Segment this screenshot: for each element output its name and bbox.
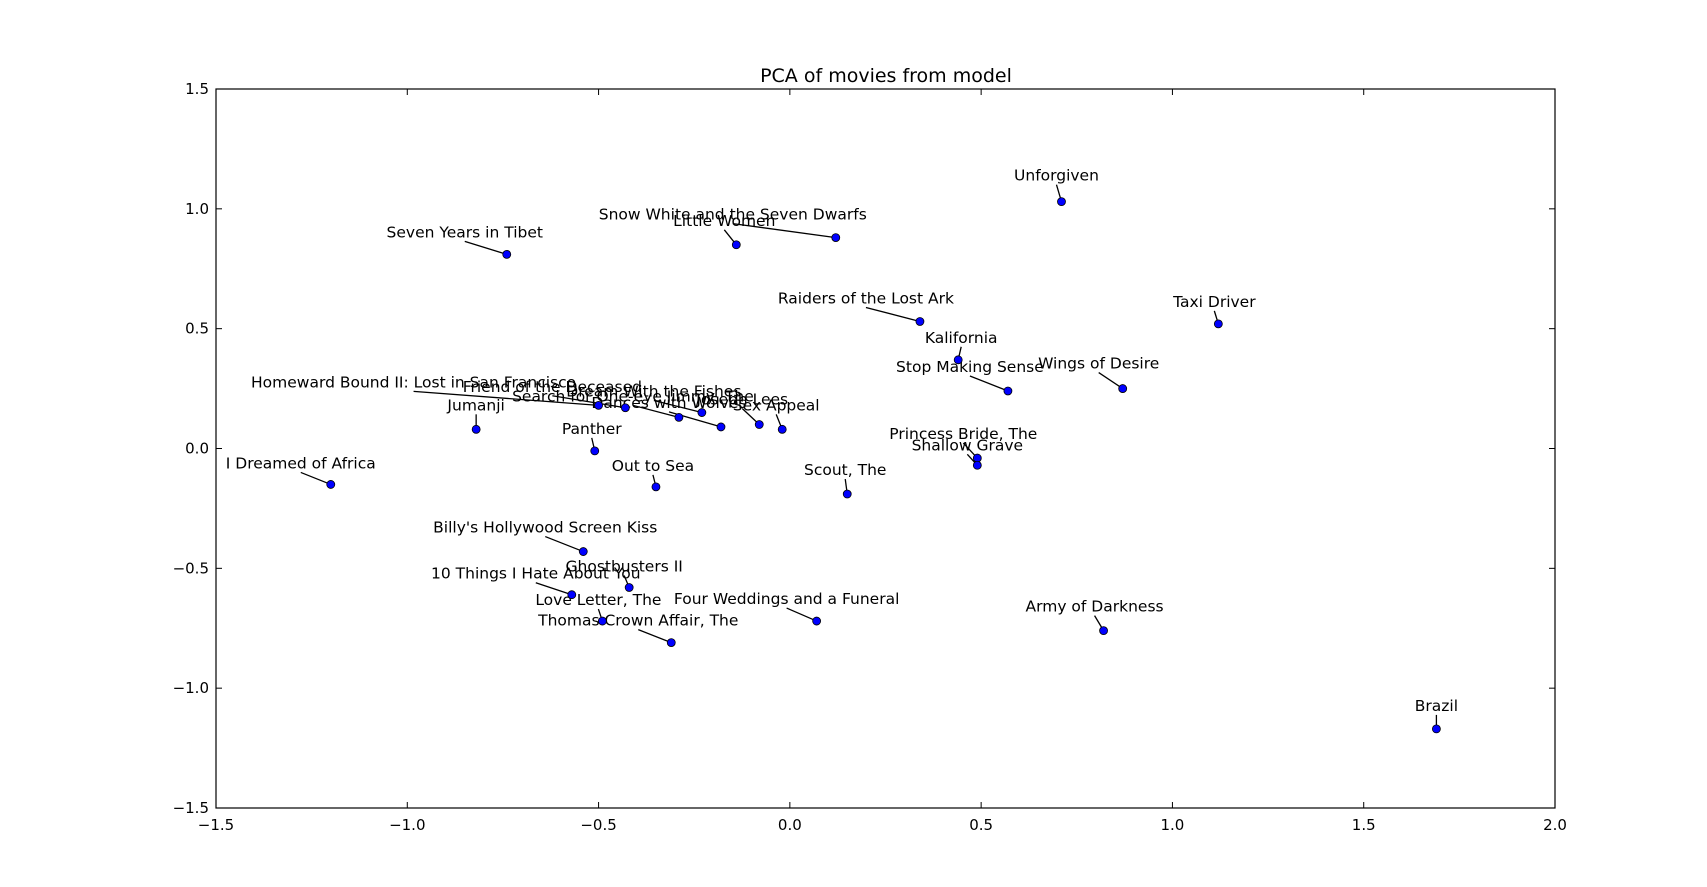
point-label: I Dreamed of Africa (226, 454, 376, 472)
data-point (326, 480, 336, 489)
leader-line (732, 222, 836, 239)
data-point (502, 249, 512, 259)
data-point (812, 616, 822, 626)
point-label: Thomas Crown Affair, The (537, 612, 738, 630)
x-tick-label: −0.5 (580, 816, 616, 834)
data-point (1118, 384, 1128, 393)
y-tick-label: −0.5 (173, 559, 209, 577)
data-point (842, 489, 852, 499)
leader-line (464, 240, 507, 255)
annotation-layer: Unforgiven Snow White and the Seven Dwarf… (226, 167, 1458, 729)
point-label: Brazil (1415, 697, 1458, 715)
data-point (731, 240, 741, 250)
y-tick-label: 1.5 (185, 80, 209, 98)
point-label: Four Weddings and a Funeral (674, 590, 900, 608)
x-tick-label: 2.0 (1543, 816, 1567, 834)
point-label: Search for One-eye Jimmy, The (512, 387, 754, 405)
point-label: Ghostbusters II (566, 558, 683, 576)
plot-area (215, 88, 1556, 809)
point-label: Sex Appeal (733, 396, 820, 414)
data-point (716, 422, 726, 432)
x-tick-label: −1.0 (389, 816, 425, 834)
point-label: Little Women (673, 212, 775, 230)
y-tick-label: 1.0 (185, 200, 209, 218)
point-label: Scout, The (804, 461, 886, 479)
data-point (471, 424, 481, 434)
point-label: Wings of Desire (1038, 355, 1159, 373)
point-label: Princess Bride, The (889, 425, 1037, 443)
point-label: Seven Years in Tibet (387, 223, 543, 241)
x-tick-label: 0.0 (778, 816, 802, 834)
leader-line (552, 395, 626, 409)
y-tick-label: 0.5 (185, 320, 209, 338)
point-label: Love Letter, The (535, 591, 661, 609)
leader-line (653, 399, 703, 414)
data-point (666, 638, 676, 648)
y-tick-label: −1.5 (173, 799, 209, 817)
x-tick-label: 1.0 (1160, 816, 1184, 834)
leader-line (535, 582, 572, 596)
point-label: Raiders of the Lost Ark (778, 289, 954, 307)
data-point (697, 408, 707, 417)
point-label: Billy's Hollywood Screen Kiss (433, 519, 657, 537)
data-point (1057, 197, 1066, 207)
data-point (597, 616, 607, 626)
point-label: Dream With the Fishes (566, 383, 741, 401)
point-label: Friend of the Deceased (463, 378, 642, 396)
data-point (1213, 319, 1223, 329)
point-label: Joseph Lees (695, 391, 788, 409)
data-point (915, 317, 925, 326)
data-point (953, 355, 963, 365)
data-point (1099, 626, 1108, 636)
axis-ticks: −1.5 −1.0 −0.5 0.0 0.5 1.0 1.5 2.0 −1.5 −1.0 −0.5 0… (173, 80, 1567, 834)
y-tick-label: −1.0 (173, 679, 209, 697)
data-point (578, 547, 588, 556)
point-label: Kalifornia (925, 329, 998, 347)
leader-line (545, 535, 584, 553)
point-label: Unforgiven (1014, 167, 1099, 185)
data-point (754, 420, 764, 429)
leader-line (300, 471, 332, 486)
point-label: Out to Sea (612, 457, 694, 475)
x-tick-label: 0.5 (969, 816, 993, 834)
data-point (651, 482, 661, 492)
point-label: Army of Darkness (1026, 598, 1164, 616)
x-tick-label: 1.5 (1352, 816, 1376, 834)
data-point (831, 233, 841, 242)
leader-line (865, 306, 921, 323)
data-point (972, 460, 982, 470)
point-label: Dances with Wolves (591, 394, 746, 412)
data-point (777, 424, 787, 434)
point-label: 10 Things I Hate About You (431, 565, 641, 583)
leader-line (413, 390, 599, 407)
point-label: Taxi Driver (1172, 293, 1256, 311)
y-tick-label: 0.0 (185, 440, 209, 458)
point-label: Stop Making Sense (896, 358, 1044, 376)
data-point (1003, 386, 1013, 396)
leader-line (786, 607, 817, 622)
point-label: Homeward Bound II: Lost in San Francisco (251, 373, 576, 391)
point-label: Jumanji (446, 396, 504, 414)
chart-title: PCA of movies from model (760, 65, 1012, 87)
data-point (590, 446, 600, 456)
leader-line (1098, 372, 1124, 390)
point-label: Panther (562, 420, 622, 438)
data-point (1432, 724, 1441, 734)
x-tick-label: −1.5 (198, 816, 234, 834)
data-point (624, 583, 634, 592)
points-layer (326, 197, 1441, 734)
point-label: Snow White and the Seven Dwarfs (599, 206, 867, 224)
leader-line (969, 375, 1009, 392)
data-point (594, 400, 603, 410)
leader-line (632, 404, 680, 418)
point-label: Shallow Grave (912, 436, 1023, 454)
data-point (567, 590, 577, 600)
leader-line (638, 629, 672, 644)
data-point (674, 412, 684, 422)
data-point (620, 403, 630, 413)
